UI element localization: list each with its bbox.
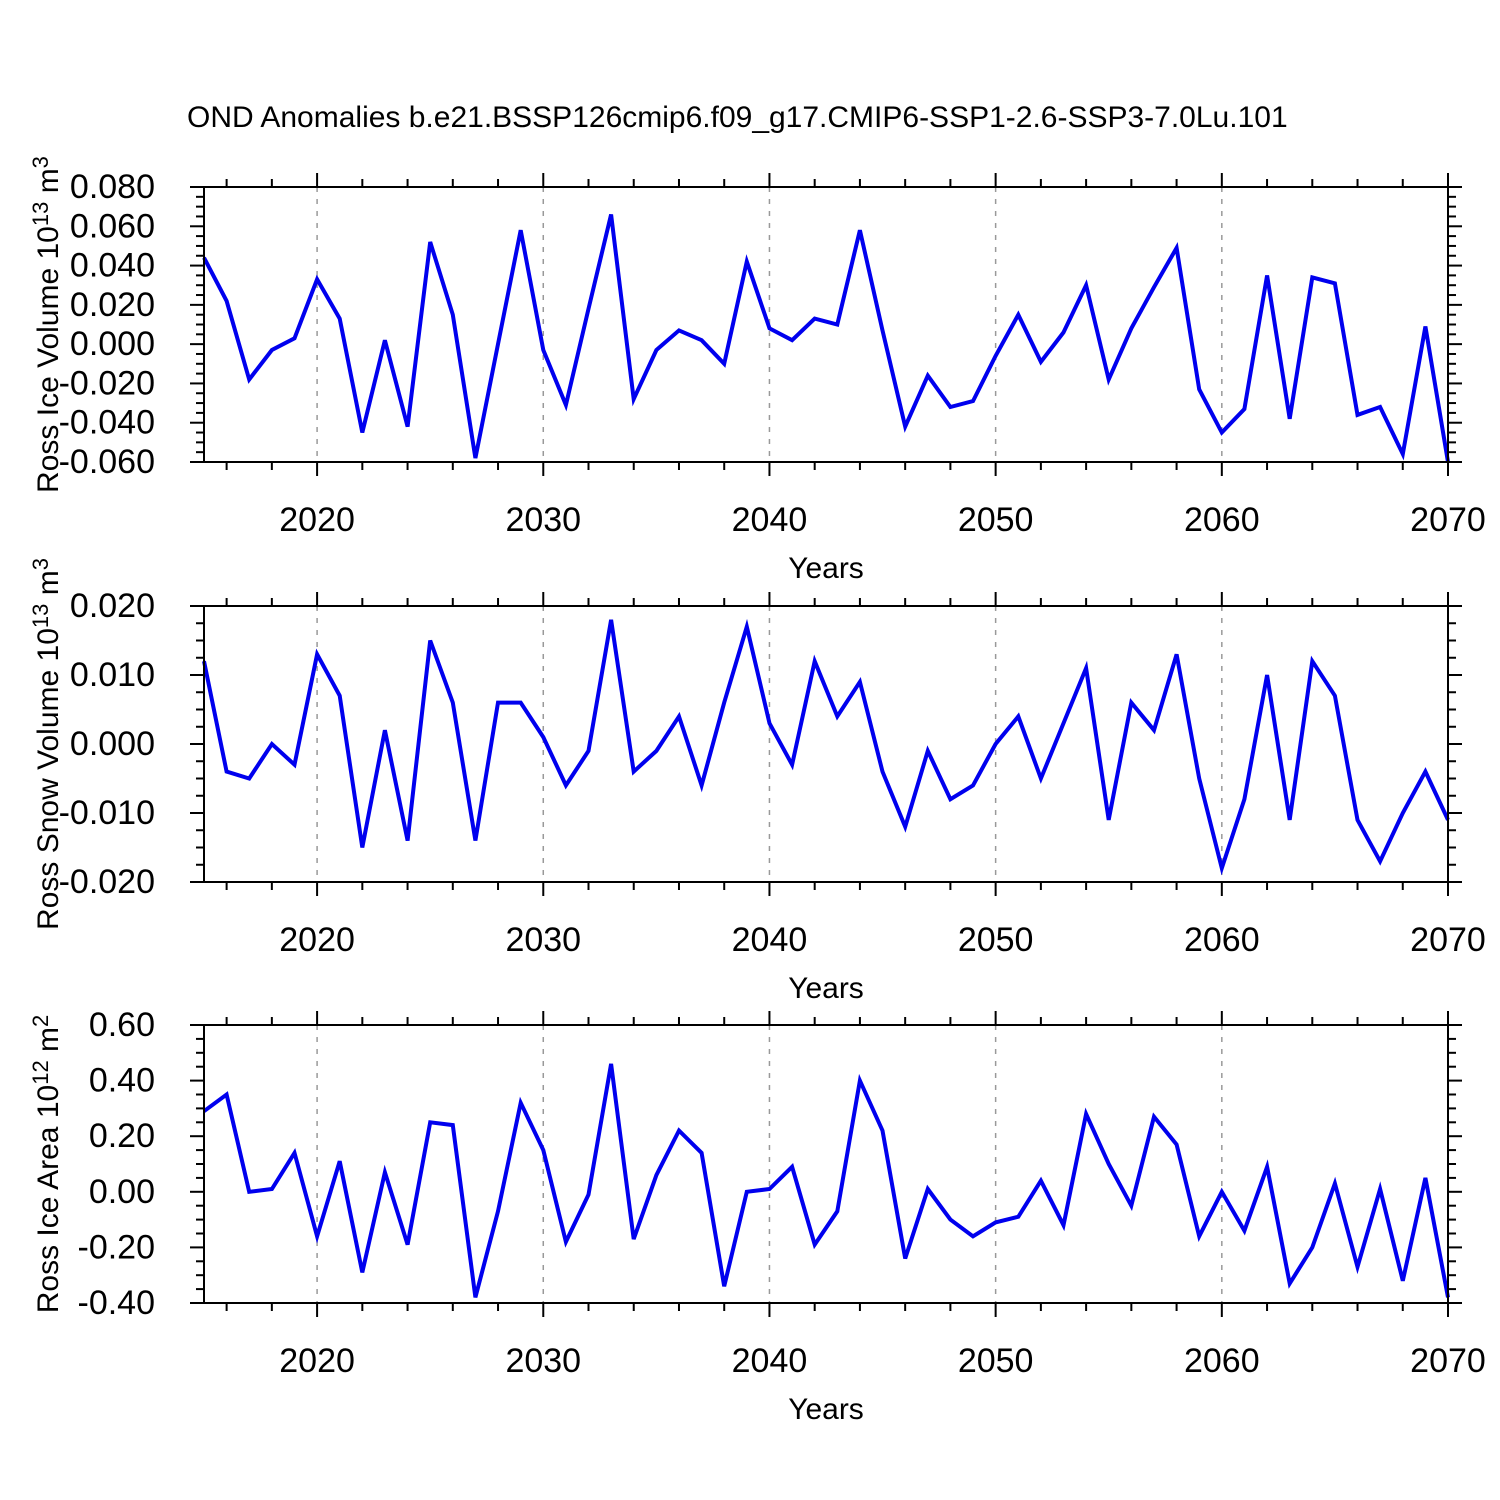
y-tick-label: -0.20 <box>78 1228 156 1266</box>
y-tick-label: 0.000 <box>70 325 155 363</box>
x-axis-title: Years <box>788 1393 864 1426</box>
ross-ice-volume-axes-frame <box>203 186 1449 463</box>
y-tick-label: -0.040 <box>59 404 155 442</box>
ross-snow-volume-axes-frame <box>203 605 1449 883</box>
x-tick-label: 2040 <box>732 921 808 959</box>
x-tick-label: 2070 <box>1410 921 1486 959</box>
y-tick-label: 0.60 <box>89 1006 155 1044</box>
y-tick-label: 0.040 <box>70 247 155 285</box>
ross-ice-volume-series-line <box>202 214 1450 463</box>
x-tick-label: 2040 <box>732 501 808 539</box>
x-tick-label: 2030 <box>505 1342 581 1380</box>
y-tick-label: 0.000 <box>70 725 155 763</box>
y-tick-label: -0.020 <box>59 364 155 402</box>
x-tick-label: 2070 <box>1410 1342 1486 1380</box>
ross-ice-area-series-line <box>202 1063 1450 1298</box>
x-tick-label: 2050 <box>958 921 1034 959</box>
y-tick-label: 0.020 <box>70 286 155 324</box>
x-axis-title: Years <box>788 972 864 1005</box>
x-tick-label: 2070 <box>1410 501 1486 539</box>
x-tick-label: 2030 <box>505 921 581 959</box>
x-tick-label: 2050 <box>958 501 1034 539</box>
y-tick-label: 0.20 <box>89 1117 155 1155</box>
y-tick-label: 0.080 <box>70 168 155 206</box>
x-tick-label: 2040 <box>732 1342 808 1380</box>
chart-title: OND Anomalies b.e21.BSSP126cmip6.f09_g17… <box>187 101 1288 134</box>
ross-snow-volume-y-axis-title: Ross Snow Volume 1013 m3 <box>28 558 65 930</box>
x-tick-label: 2060 <box>1184 1342 1260 1380</box>
y-tick-label: -0.010 <box>59 794 155 832</box>
ross-ice-area-y-axis-title: Ross Ice Area 1012 m2 <box>28 1015 65 1314</box>
ross-ice-area-axes-frame <box>203 1024 1449 1304</box>
x-tick-label: 2020 <box>279 921 355 959</box>
x-tick-label: 2060 <box>1184 921 1260 959</box>
x-axis-title: Years <box>788 552 864 585</box>
ross-snow-volume-series-line <box>202 618 1450 876</box>
y-tick-label: 0.020 <box>70 587 155 625</box>
y-tick-label: 0.010 <box>70 656 155 694</box>
y-tick-label: -0.40 <box>78 1284 156 1322</box>
ross-ice-volume-y-axis-title: Ross Ice Volume 1013 m3 <box>28 156 65 493</box>
x-tick-label: 2060 <box>1184 501 1260 539</box>
y-tick-label: 0.00 <box>89 1173 155 1211</box>
x-tick-label: 2030 <box>505 501 581 539</box>
x-tick-label: 2050 <box>958 1342 1034 1380</box>
y-tick-label: 0.060 <box>70 207 155 245</box>
y-tick-label: -0.060 <box>59 443 155 481</box>
y-tick-label: 0.40 <box>89 1062 155 1100</box>
x-tick-label: 2020 <box>279 1342 355 1380</box>
y-tick-label: -0.020 <box>59 863 155 901</box>
x-tick-label: 2020 <box>279 501 355 539</box>
